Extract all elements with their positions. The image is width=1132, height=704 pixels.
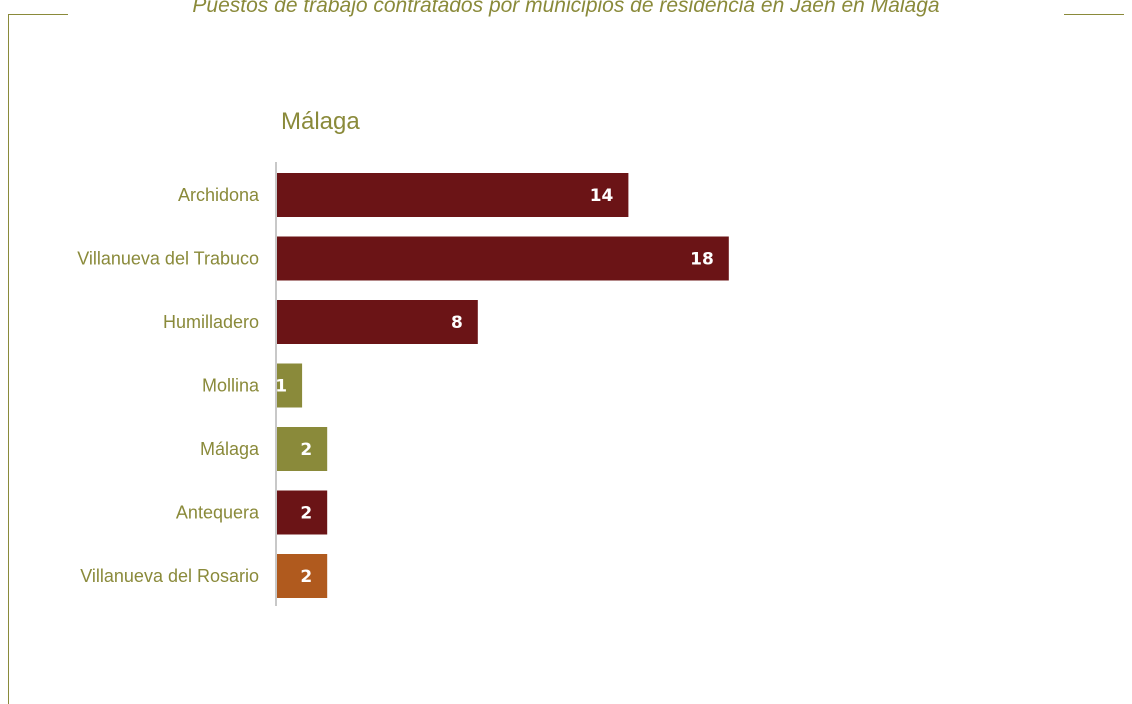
value-label: 14: [590, 186, 614, 206]
bar-2: [277, 300, 478, 344]
category-label: Humilladero: [163, 312, 259, 332]
bar-5: [277, 490, 328, 535]
chart-frame: [8, 14, 1124, 704]
bar-1: [277, 236, 729, 281]
bar-0: [277, 173, 629, 217]
value-label: 2: [300, 440, 312, 460]
frame-top-line-left: [8, 14, 68, 15]
value-label: 1: [275, 377, 287, 397]
category-label: Antequera: [176, 503, 260, 523]
bar-6: [277, 554, 328, 598]
bar-4: [277, 427, 328, 471]
category-label: Villanueva del Trabuco: [77, 249, 259, 269]
value-label: 2: [300, 567, 312, 587]
category-label: Archidona: [178, 185, 260, 205]
header-title: Puestos de trabajo contratados por munic…: [0, 0, 1132, 19]
value-label: 2: [300, 504, 312, 524]
value-label: 8: [451, 313, 463, 333]
category-label: Villanueva del Rosario: [80, 566, 259, 586]
category-label: Mollina: [202, 376, 260, 396]
bar-3: [277, 363, 303, 408]
frame-top-line-right: [1064, 14, 1124, 15]
chart-title: Málaga: [281, 108, 360, 135]
value-label: 18: [690, 250, 714, 270]
category-label: Málaga: [200, 439, 260, 459]
